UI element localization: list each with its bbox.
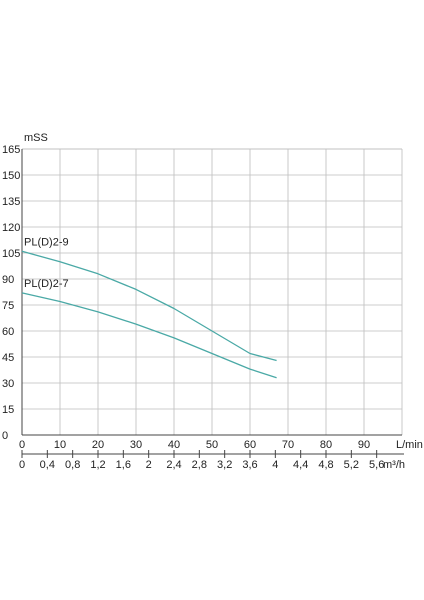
x2-tick-label: 4 [272, 459, 278, 471]
y-tick-label: 45 [2, 352, 14, 364]
x-tick-label: 60 [244, 439, 256, 451]
x2-tick-label: 1,6 [116, 459, 131, 471]
series-line [21, 292, 277, 379]
y-tick-label: 120 [2, 222, 20, 234]
x2-tick-label: 2 [146, 459, 152, 471]
y-tick-label: 60 [2, 326, 14, 338]
x2-tick-label: 0 [19, 459, 25, 471]
x-tick-label: 80 [320, 439, 332, 451]
y-tick-label: 15 [2, 404, 14, 416]
x2-tick-label: 1,2 [90, 459, 105, 471]
x-tick-label: 90 [358, 439, 370, 451]
x-tick-label: 70 [282, 439, 294, 451]
x2-tick-label: 4,8 [318, 459, 333, 471]
axes [21, 149, 404, 458]
y-tick-label: 165 [2, 144, 20, 156]
y-tick-label: 105 [2, 248, 20, 260]
x-tick-label: 30 [130, 439, 142, 451]
series-line [21, 250, 277, 362]
x2-axis-unit: m³/h [383, 459, 405, 471]
y-axis-unit: mSS [24, 132, 48, 144]
x2-tick-label: 2,4 [166, 459, 181, 471]
x2-tick-label: 3,6 [242, 459, 257, 471]
series-label: PL(D)2-7 [24, 278, 69, 290]
y-tick-label: 135 [2, 196, 20, 208]
x2-tick-label: 2,8 [192, 459, 207, 471]
x-tick-label: 50 [206, 439, 218, 451]
x-axis-unit: L/min [396, 439, 423, 451]
x2-tick-label: 4,4 [293, 459, 308, 471]
grid [21, 148, 403, 436]
y-tick-label: 150 [2, 170, 20, 182]
y-tick-label: 75 [2, 300, 14, 312]
x2-tick-label: 0,8 [65, 459, 80, 471]
series-label: PL(D)2-9 [24, 236, 69, 248]
y-tick-label: 0 [2, 430, 8, 442]
x2-tick-label: 5,6 [369, 459, 384, 471]
series-lines [21, 250, 277, 379]
x-tick-label: 0 [19, 439, 25, 451]
x2-tick-label: 5,2 [344, 459, 359, 471]
x-tick-label: 40 [168, 439, 180, 451]
x-tick-label: 10 [54, 439, 66, 451]
x-tick-label: 20 [92, 439, 104, 451]
x2-tick-label: 0,4 [40, 459, 55, 471]
x2-tick-label: 3,2 [217, 459, 232, 471]
y-tick-label: 90 [2, 274, 14, 286]
y-tick-label: 30 [2, 378, 14, 390]
